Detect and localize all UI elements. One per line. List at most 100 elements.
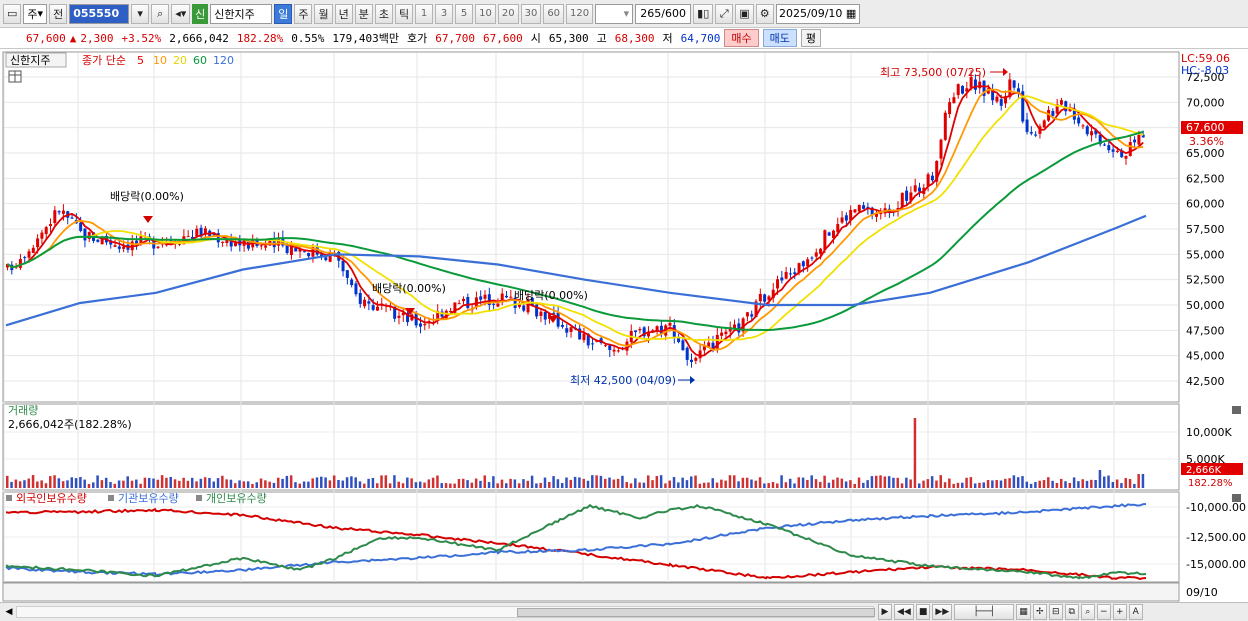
candle-body (264, 245, 268, 248)
volume-panel-close-icon[interactable] (1232, 406, 1241, 414)
date-field[interactable]: 2025/09/10 ▦ (775, 3, 860, 24)
tab-second[interactable]: 초 (374, 3, 393, 24)
interval-1[interactable]: 1 (415, 3, 434, 24)
volume-bar (526, 480, 530, 488)
low-arrow-icon (690, 376, 695, 384)
play-icon[interactable]: ▶ (878, 604, 892, 620)
minus-icon[interactable]: − (1096, 604, 1111, 620)
volume-tick-label: 5,000K (1186, 453, 1225, 466)
crosshair-icon[interactable]: ✢ (1032, 604, 1047, 620)
plus-icon[interactable]: + (1112, 604, 1127, 620)
volume-bar (453, 483, 456, 488)
candle-body (591, 343, 595, 345)
candle-body (1012, 80, 1016, 88)
volume-bar (646, 475, 650, 488)
volume-bar (61, 481, 65, 488)
calendar-icon[interactable]: ▦ (845, 7, 857, 20)
speaker-icon[interactable]: ◂▾ (171, 3, 191, 24)
tab-year[interactable]: 년 (334, 3, 353, 24)
candle-body (939, 139, 943, 159)
stock-chart[interactable]: 72,50070,00067,50065,00062,50060,00057,5… (0, 50, 1248, 602)
volume-bar (969, 477, 973, 488)
copy-icon[interactable]: ⧉ (1064, 604, 1079, 620)
volume-bar (836, 477, 839, 488)
volume-bar (1102, 476, 1106, 488)
volume-bar (728, 475, 732, 488)
dividend-marker-icon (405, 308, 415, 315)
candle-body (18, 259, 22, 268)
scroll-left-icon[interactable]: ◀ (5, 607, 13, 617)
candle-body (414, 313, 418, 326)
layout-icon[interactable]: ▭ (3, 3, 22, 24)
sell-button[interactable]: 매도 (762, 29, 797, 47)
volume-bar (1090, 479, 1093, 488)
volume-bar (302, 481, 306, 488)
rewind-icon[interactable]: ◀◀ (894, 604, 914, 620)
candle-body (466, 297, 470, 308)
candle-body (849, 209, 853, 221)
candle-body (1055, 104, 1059, 114)
interval-120[interactable]: 120 (566, 3, 594, 24)
interval-3[interactable]: 3 (435, 3, 454, 24)
volume-bar (548, 481, 551, 488)
save-icon[interactable]: ▣ (735, 3, 754, 24)
volume-bar (857, 477, 861, 488)
tab-day[interactable]: 일 (274, 3, 293, 24)
dropdown-icon[interactable]: ▾ (131, 3, 150, 24)
period-type-select[interactable]: 주 ▾ (23, 3, 48, 24)
volume-bar (436, 475, 439, 488)
buy-button[interactable]: 매수 (724, 29, 759, 47)
tab-month[interactable]: 월 (314, 3, 333, 24)
volume-bar (492, 476, 495, 488)
stock-code-input[interactable]: 055550 (69, 3, 130, 24)
chart-scrollbar[interactable]: ◀ ▶ ◀◀ ■ ▶▶ ├──┤ ▦ ✢ ⊟ ⧉ ⌕ − + A (0, 602, 1248, 621)
candle-body (1025, 119, 1029, 132)
grid-view-icon[interactable]: ▦ (1016, 604, 1031, 620)
volume-bar (418, 481, 422, 488)
candle-body (973, 79, 977, 90)
zoom-icon[interactable]: ⌕ (1080, 604, 1095, 620)
volume-bar (578, 477, 581, 488)
grid-lines (3, 53, 1178, 582)
candle-body (79, 222, 83, 231)
scroll-thumb[interactable] (517, 608, 875, 617)
interval-5[interactable]: 5 (455, 3, 474, 24)
draw-tool-icon[interactable]: ⤢ (715, 3, 734, 24)
volume-bar (393, 475, 396, 488)
stop-icon[interactable]: ■ (915, 604, 931, 620)
volume-bar (1141, 474, 1145, 488)
candle-body (698, 350, 702, 359)
volume-bar (659, 475, 663, 488)
candle-body (612, 349, 616, 352)
candle-body (195, 228, 199, 237)
prev-button[interactable]: 전 (49, 3, 68, 24)
zoom-slider-icon[interactable]: ├──┤ (954, 604, 1015, 620)
search-icon[interactable]: ⌕ (151, 3, 170, 24)
candle-body (135, 240, 139, 244)
interval-20[interactable]: 20 (497, 3, 519, 24)
font-size-icon[interactable]: A (1128, 604, 1143, 620)
candle-body (560, 325, 564, 327)
credit-badge: 신 (192, 3, 209, 24)
interval-custom-select[interactable]: ▾ (595, 3, 634, 24)
ruler-icon[interactable]: ⊟ (1048, 604, 1063, 620)
volume-bar (311, 478, 314, 488)
candle-body (797, 263, 801, 273)
scroll-track[interactable] (16, 606, 875, 618)
tab-minute[interactable]: 분 (354, 3, 373, 24)
valuation-button[interactable]: 평 (800, 29, 821, 47)
tab-tick[interactable]: 틱 (394, 3, 414, 24)
price-tick-label: 50,000 (1186, 299, 1225, 312)
interval-30[interactable]: 30 (520, 3, 542, 24)
candle-body (397, 315, 401, 318)
gear-icon[interactable]: ⚙ (755, 3, 774, 24)
holdings-panel-close-icon[interactable] (1232, 494, 1241, 502)
volume-bar (44, 483, 48, 488)
count-field[interactable]: 265/600 (635, 3, 692, 24)
tab-week[interactable]: 주 (294, 3, 313, 24)
candle-body (690, 359, 693, 362)
candle-icon[interactable]: ▮▯ (693, 3, 714, 24)
interval-10[interactable]: 10 (475, 3, 496, 24)
interval-60[interactable]: 60 (543, 3, 565, 24)
fast-forward-icon[interactable]: ▶▶ (932, 604, 953, 620)
